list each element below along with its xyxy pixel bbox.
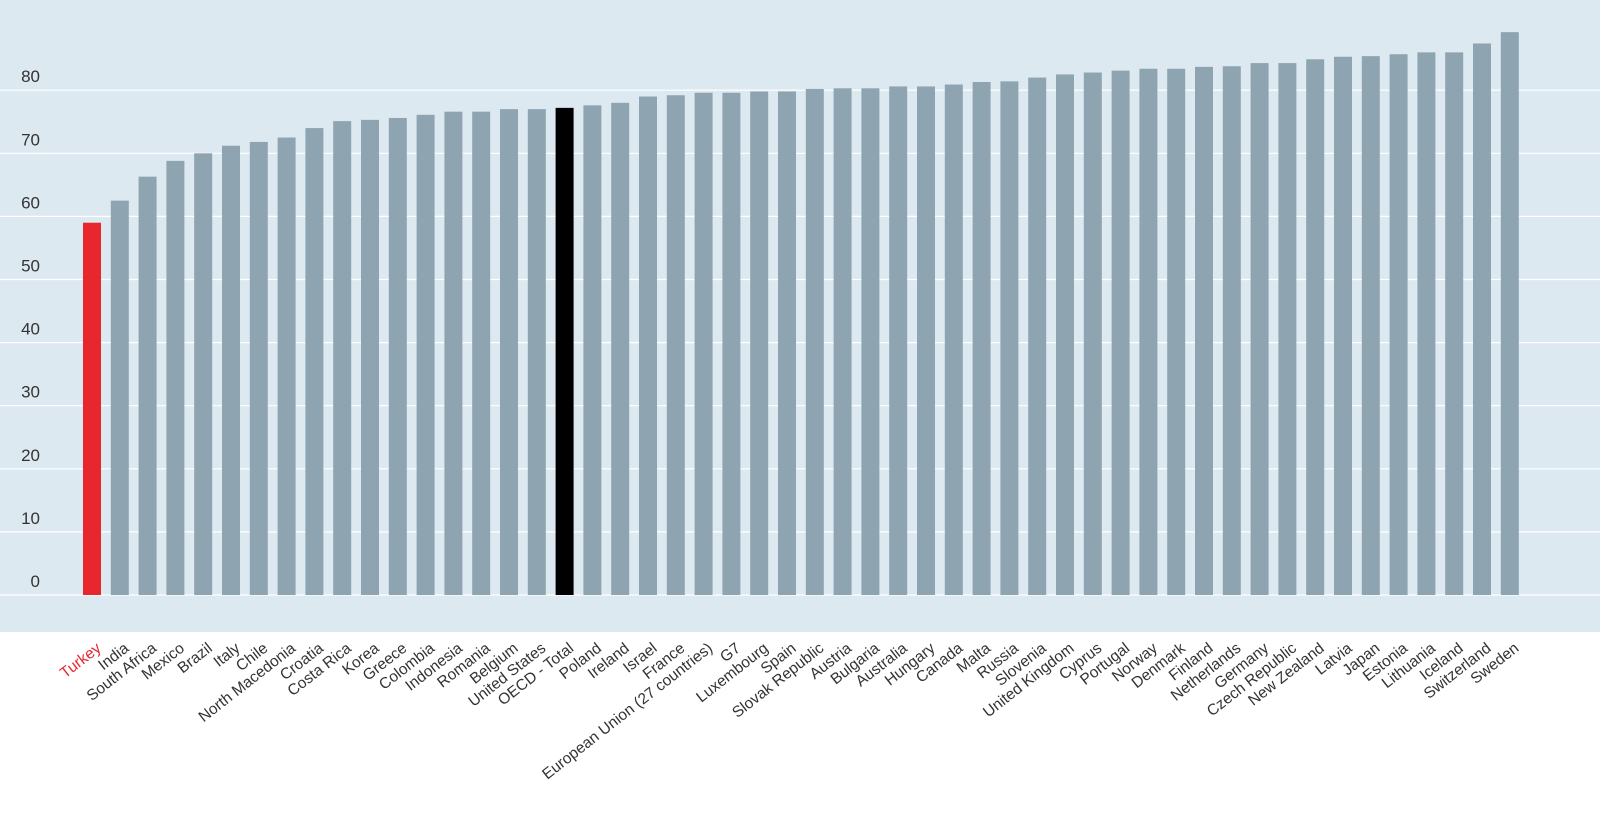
bar-turkey[interactable] (83, 222, 101, 595)
bar-lithuania[interactable] (1417, 52, 1436, 595)
bar-russia[interactable] (1000, 81, 1019, 596)
bar-malta[interactable] (972, 81, 991, 595)
bar-switzerland[interactable] (1473, 43, 1491, 596)
bar-cyprus[interactable] (1083, 72, 1102, 596)
bar-netherlands[interactable] (1222, 66, 1241, 596)
bar-korea[interactable] (361, 119, 379, 596)
bar-slovak-republic[interactable] (805, 88, 824, 596)
bar-estonia[interactable] (1389, 54, 1408, 595)
bar-poland[interactable] (583, 105, 602, 596)
bar-finland[interactable] (1195, 66, 1213, 595)
y-tick-label: 60 (21, 193, 40, 212)
bar-czech-republic[interactable] (1278, 63, 1297, 595)
bar-oecd-total[interactable] (555, 107, 574, 596)
bar-hungary[interactable] (917, 86, 935, 595)
bar-chile[interactable] (249, 141, 268, 595)
bar-south-africa[interactable] (138, 176, 157, 595)
bar-denmark[interactable] (1167, 68, 1186, 596)
y-tick-label: 10 (21, 509, 40, 528)
bar-indonesia[interactable] (444, 111, 463, 596)
y-tick-label: 70 (21, 130, 40, 149)
bar-european-union-27-countries[interactable] (694, 92, 713, 595)
bar-india[interactable] (110, 200, 129, 595)
y-tick-label: 50 (21, 257, 40, 276)
bar-portugal[interactable] (1111, 70, 1130, 596)
bar-israel[interactable] (639, 96, 657, 595)
bar-colombia[interactable] (416, 114, 435, 596)
bar-luxembourg[interactable] (750, 91, 769, 595)
bar-new-zealand[interactable] (1306, 59, 1325, 595)
bar-mexico[interactable] (166, 160, 185, 595)
bar-united-kingdom[interactable] (1056, 74, 1074, 596)
bar-greece[interactable] (388, 117, 407, 596)
bar-italy[interactable] (222, 145, 240, 595)
bar-france[interactable] (666, 95, 685, 596)
bar-slovenia[interactable] (1028, 77, 1047, 595)
y-tick-label: 30 (21, 383, 40, 402)
y-tick-label: 40 (21, 320, 40, 339)
bar-croatia[interactable] (305, 128, 324, 595)
y-tick-label: 80 (21, 67, 40, 86)
bar-united-states[interactable] (527, 109, 546, 595)
bar-costa-rica[interactable] (333, 121, 352, 595)
bar-sweden[interactable] (1500, 32, 1519, 595)
bar-bulgaria[interactable] (861, 88, 880, 595)
bar-romania[interactable] (472, 111, 491, 596)
bar-norway[interactable] (1139, 68, 1158, 596)
bar-japan[interactable] (1361, 56, 1380, 596)
bar-north-macedonia[interactable] (277, 137, 296, 595)
bar-ireland[interactable] (611, 102, 630, 595)
bar-brazil[interactable] (194, 153, 213, 596)
bar-iceland[interactable] (1445, 52, 1464, 595)
bar-latvia[interactable] (1334, 56, 1352, 595)
bar-germany[interactable] (1250, 63, 1269, 595)
bar-austria[interactable] (833, 88, 852, 595)
y-tick-label: 0 (31, 572, 40, 591)
bar-g7[interactable] (722, 92, 741, 595)
y-tick-label: 20 (21, 446, 40, 465)
bar-australia[interactable] (889, 86, 908, 595)
bar-canada[interactable] (944, 84, 963, 596)
bar-belgium[interactable] (500, 109, 518, 595)
bar-spain[interactable] (778, 91, 796, 595)
